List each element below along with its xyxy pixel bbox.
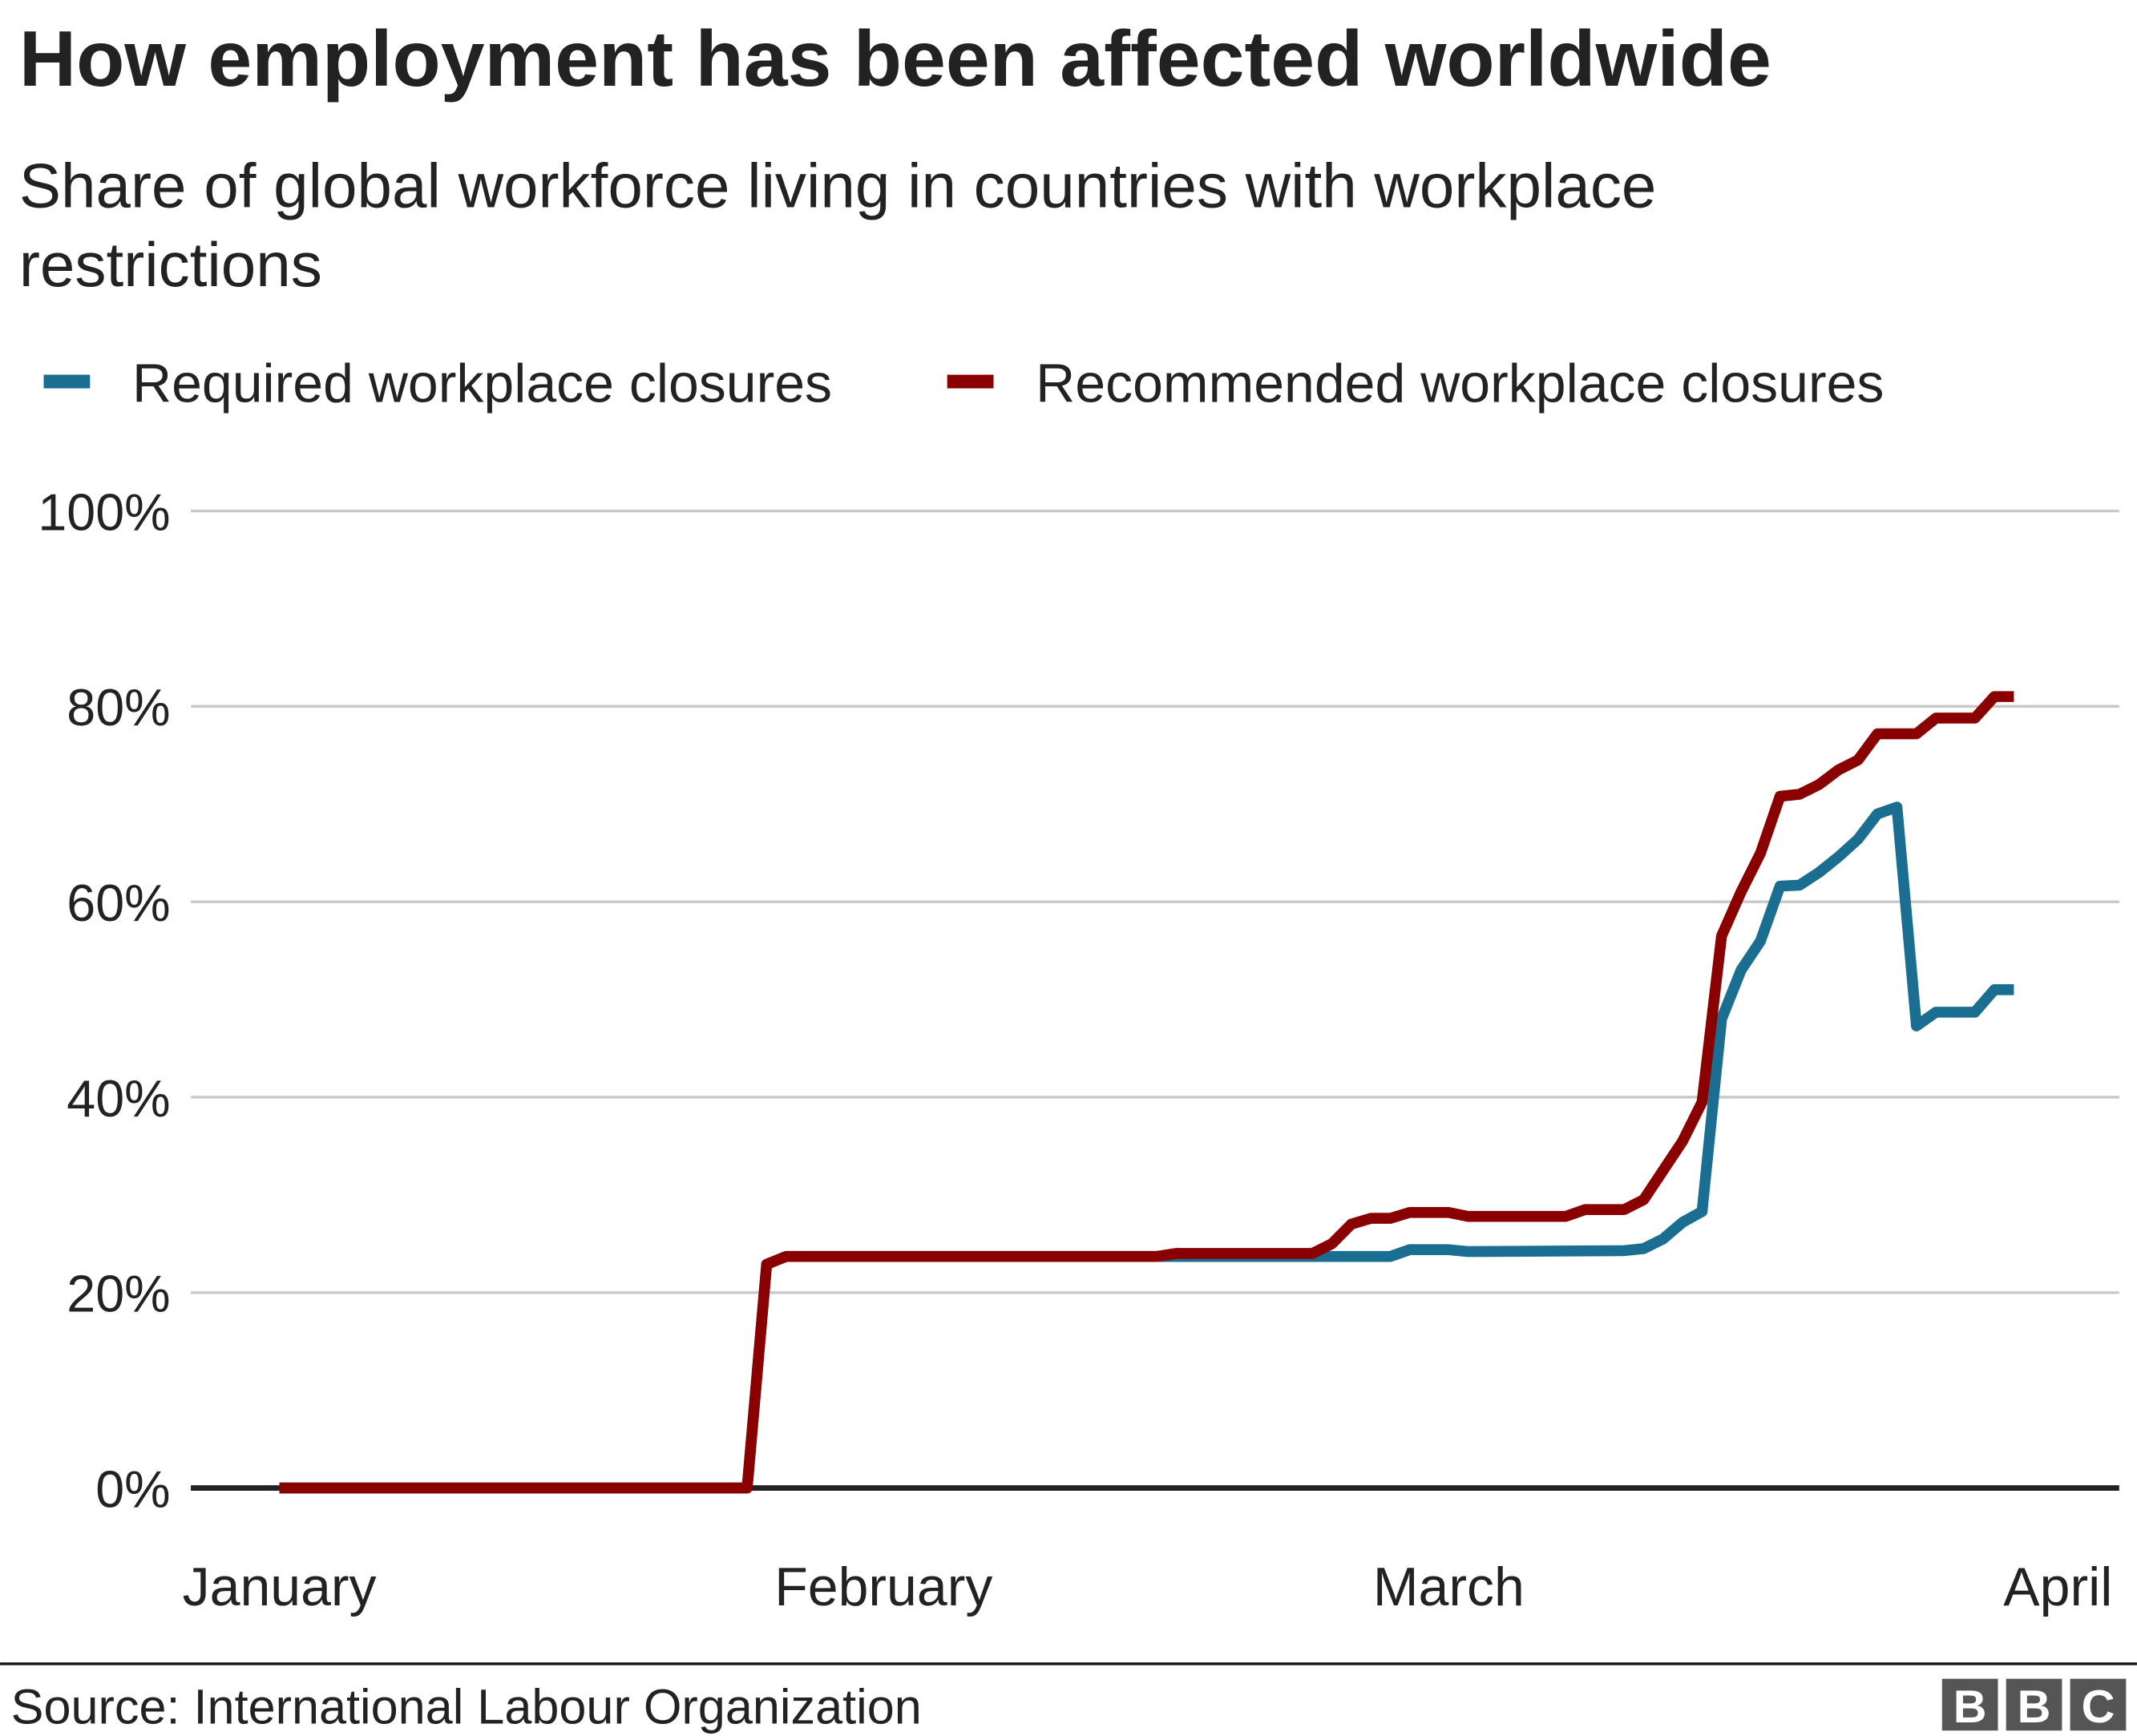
chart-subtitle-line-2: restrictions: [19, 229, 322, 300]
y-tick-label: 0%: [95, 1460, 170, 1518]
legend-label-recommended: Recommended workplace closures: [1036, 353, 1884, 414]
logo-letter: B: [2018, 1681, 2051, 1733]
gridlines: [191, 509, 2119, 1294]
y-tick-label: 100%: [38, 483, 170, 541]
chart-subtitle-line-1: Share of global workforce living in coun…: [19, 150, 1657, 220]
logo-box: [2006, 1678, 2062, 1731]
legend-swatch-required: [43, 374, 91, 389]
logo-box: [1941, 1678, 1998, 1731]
logo-box: [2070, 1678, 2127, 1731]
legend-swatch-recommended: [947, 374, 994, 389]
y-tick-label: 40%: [67, 1070, 170, 1128]
series-line-required: [279, 801, 2014, 1494]
logo-letter: C: [2082, 1681, 2115, 1733]
y-tick-label: 60%: [67, 874, 170, 932]
chart-title: How employment has been affected worldwi…: [19, 14, 1771, 103]
x-tick-label: February: [774, 1556, 992, 1617]
x-tick-label: January: [183, 1556, 377, 1617]
legend-label-required: Required workplace closures: [132, 353, 832, 414]
series-line-recommended: [279, 691, 2014, 1494]
y-axis-ticks: 0% 20% 40% 60% 80% 100%: [38, 483, 170, 1518]
source-text: Source: International Labour Organizatio…: [11, 1680, 922, 1734]
y-tick-label: 80%: [67, 679, 170, 737]
legend: Required workplace closures Recommended …: [43, 353, 1884, 414]
y-tick-label: 20%: [67, 1266, 170, 1323]
x-tick-label: March: [1373, 1556, 1525, 1617]
series-lines: [191, 691, 2119, 1494]
logo-letter: B: [1953, 1681, 1987, 1733]
x-tick-label: April: [2003, 1556, 2112, 1617]
x-axis-ticks: January February March April: [183, 1556, 2113, 1617]
